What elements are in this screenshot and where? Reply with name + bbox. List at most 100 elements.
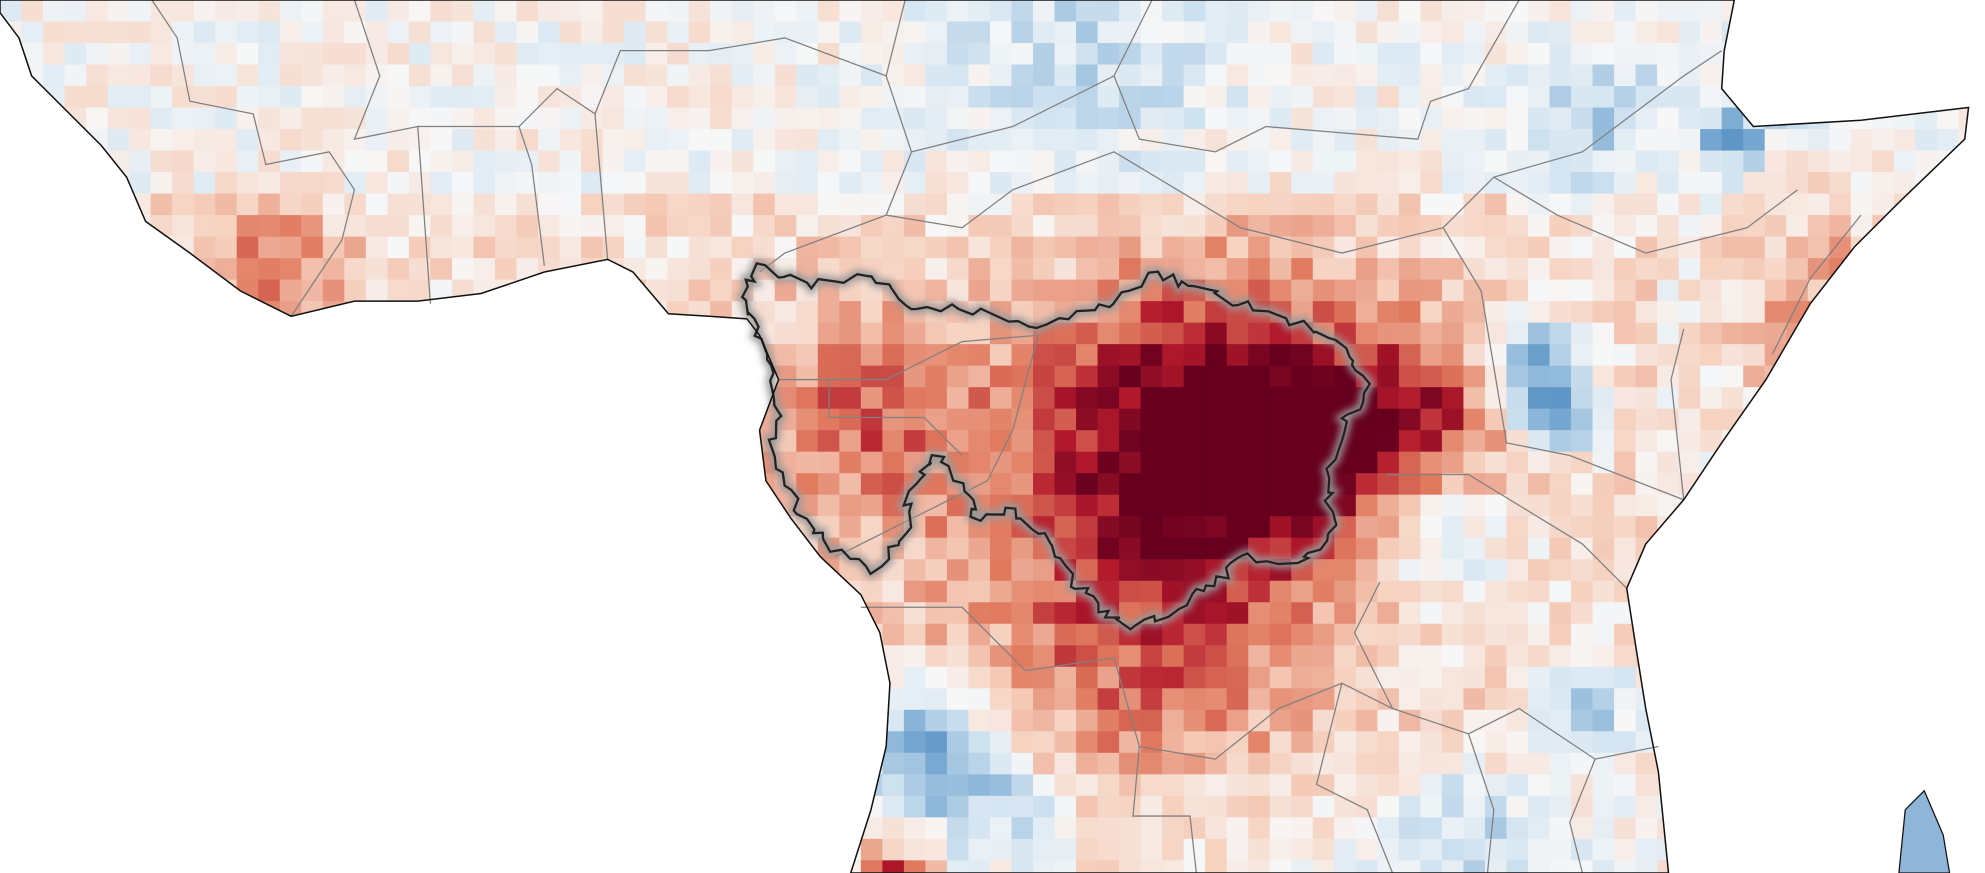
heatmap-cell — [624, 107, 647, 130]
heatmap-cell — [1140, 86, 1163, 109]
heatmap-cell — [322, 215, 345, 238]
heatmap-cell — [1807, 150, 1830, 173]
heatmap-cell — [1269, 473, 1292, 496]
heatmap-cell — [1614, 623, 1637, 646]
heatmap-cell — [968, 580, 991, 603]
heatmap-cell — [1484, 688, 1508, 711]
heatmap-cell — [387, 193, 410, 216]
heatmap-cell — [1119, 64, 1142, 87]
heatmap-cell — [1398, 107, 1422, 130]
heatmap-cell — [1571, 150, 1594, 173]
heatmap-cell — [1915, 129, 1938, 152]
heatmap-cell — [1527, 258, 1551, 281]
heatmap-cell — [1484, 21, 1508, 44]
heatmap-cell — [516, 236, 539, 259]
heatmap-cell — [1248, 64, 1271, 87]
heatmap-cell — [1291, 150, 1314, 173]
heatmap-cell — [1097, 193, 1120, 216]
heatmap-cell — [301, 129, 324, 152]
heatmap-cell — [946, 322, 970, 345]
heatmap-cell — [1248, 279, 1271, 302]
heatmap-cell — [1162, 64, 1185, 87]
heatmap-cell — [1484, 344, 1508, 367]
heatmap-cell — [301, 172, 324, 195]
heatmap-cell — [1011, 817, 1034, 840]
heatmap-cell — [430, 129, 453, 152]
heatmap-cell — [1076, 64, 1099, 87]
heatmap-cell — [1893, 172, 1917, 195]
heatmap-cell — [236, 0, 259, 23]
heatmap-cell — [1377, 473, 1400, 496]
heatmap-cell — [1140, 0, 1163, 23]
heatmap-cell — [430, 107, 453, 130]
heatmap-cell — [494, 258, 518, 281]
heatmap-cell — [1140, 709, 1163, 732]
heatmap-cell — [1226, 0, 1249, 23]
heatmap-cell — [1786, 215, 1809, 238]
heatmap-cell — [1097, 451, 1120, 474]
heatmap-cell — [1291, 107, 1314, 130]
heatmap-cell — [1097, 666, 1120, 689]
heatmap-cell — [989, 430, 1013, 453]
heatmap-cell — [1721, 322, 1744, 345]
heatmap-cell — [602, 107, 625, 130]
heatmap-cell — [1571, 322, 1594, 345]
heatmap-cell — [1635, 473, 1658, 496]
heatmap-cell — [1269, 258, 1292, 281]
heatmap-cell — [903, 838, 927, 861]
heatmap-cell — [1183, 752, 1206, 775]
heatmap-cell — [1011, 473, 1034, 496]
heatmap-cell — [1807, 236, 1830, 259]
heatmap-cell — [1592, 559, 1615, 582]
heatmap-cell — [1484, 172, 1508, 195]
heatmap-cell — [1054, 838, 1077, 861]
heatmap-cell — [1398, 279, 1422, 302]
heatmap-cell — [1614, 494, 1637, 517]
heatmap-cell — [1054, 43, 1077, 66]
heatmap-cell — [193, 193, 216, 216]
heatmap-cell — [365, 86, 389, 109]
heatmap-cell — [365, 21, 389, 44]
heatmap-cell — [1269, 709, 1292, 732]
heatmap-cell — [1162, 365, 1185, 388]
heatmap-cell — [1205, 236, 1228, 259]
heatmap-cell — [1097, 43, 1120, 66]
heatmap-cell — [1291, 645, 1314, 668]
heatmap-cell — [989, 709, 1013, 732]
heatmap-cell — [387, 86, 410, 109]
heatmap-cell — [21, 43, 44, 66]
heatmap-cell — [839, 430, 862, 453]
heatmap-cell — [1334, 494, 1357, 517]
heatmap-cell — [1355, 752, 1378, 775]
heatmap-cell — [1635, 0, 1658, 23]
heatmap-cell — [1312, 817, 1335, 840]
heatmap-cell — [968, 838, 991, 861]
heatmap-cell — [1291, 193, 1314, 216]
heatmap-cell — [1248, 451, 1271, 474]
heatmap-cell — [925, 645, 948, 668]
heatmap-cell — [1484, 387, 1508, 410]
heatmap-cell — [215, 64, 238, 87]
heatmap-cell — [882, 408, 905, 431]
heatmap-cell — [1377, 365, 1400, 388]
heatmap-cell — [667, 64, 690, 87]
heatmap-cell — [1162, 623, 1185, 646]
heatmap-cell — [494, 236, 518, 259]
heatmap-cell — [860, 537, 883, 560]
heatmap-cell — [1635, 172, 1658, 195]
heatmap-cell — [344, 0, 367, 23]
heatmap-cell — [1269, 731, 1292, 754]
heatmap-cell — [1463, 645, 1486, 668]
heatmap-cell — [408, 129, 432, 152]
heatmap-cell — [1420, 645, 1443, 668]
heatmap-cell — [516, 258, 539, 281]
heatmap-cell — [1140, 451, 1163, 474]
heatmap-cell — [839, 301, 862, 324]
heatmap-cell — [903, 408, 927, 431]
heatmap-cell — [624, 236, 647, 259]
heatmap-cell — [1657, 107, 1680, 130]
heatmap-cell — [1592, 795, 1615, 818]
heatmap-cell — [602, 21, 625, 44]
heatmap-cell — [1463, 623, 1486, 646]
heatmap-cell — [1312, 365, 1335, 388]
